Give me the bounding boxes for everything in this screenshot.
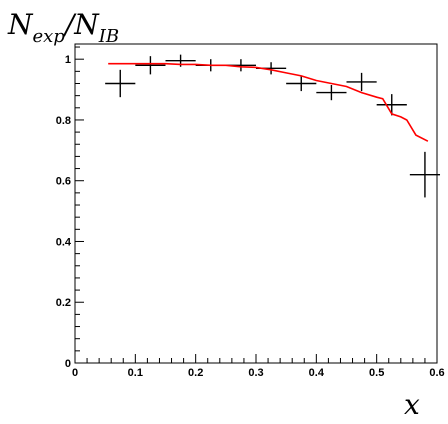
y-tick-label: 0.4 [56,236,72,248]
x-tick-label: 0.3 [248,367,263,379]
x-tick-label: 0.4 [309,367,325,379]
y-tick-label: 0.8 [56,115,71,127]
x-tick-label: 0.1 [128,367,143,379]
y-tick-label: 0.6 [56,176,71,188]
y-axis-title: Nexp/NIB [7,8,119,47]
plot-frame [74,43,438,364]
y-tick-label: 0 [65,358,71,370]
y-tick-label: 1 [65,54,71,66]
x-tick-label: 0.2 [188,367,203,379]
x-tick-label: 0 [72,367,78,379]
model-curve [108,62,429,142]
x-tick-label: 0.6 [429,367,444,379]
x-tick-label: 0.5 [369,367,384,379]
x-axis-title: x [404,388,420,421]
y-tick-label: 0.2 [56,297,71,309]
